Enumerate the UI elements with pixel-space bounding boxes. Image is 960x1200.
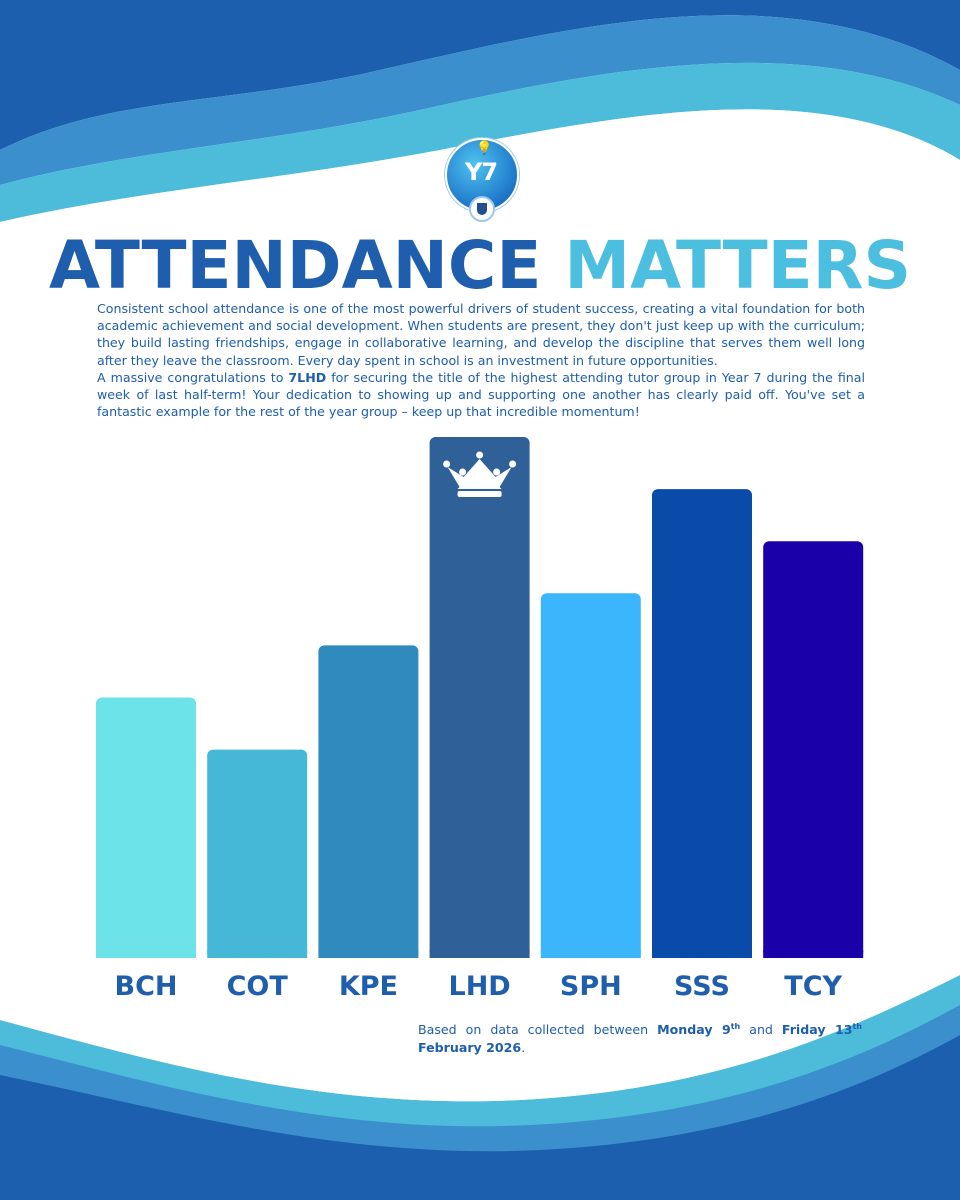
footnote-end-suffix: th — [852, 1022, 863, 1031]
tick-label-bch: BCH — [115, 971, 178, 1002]
bar-base-cot — [207, 950, 308, 958]
footnote-middle: and — [740, 1022, 782, 1038]
intro-text: Consistent school attendance is one of t… — [97, 300, 865, 420]
tick-label-tcy: TCY — [784, 971, 842, 1002]
bar-base-kpe — [318, 950, 419, 958]
bar-bch — [96, 697, 196, 958]
footnote-start-suffix: th — [730, 1022, 741, 1031]
bar-lhd — [429, 437, 530, 958]
bar-base-tcy — [763, 950, 864, 958]
intro-p2-start: A massive congratulations to — [97, 369, 289, 385]
bar-base-sph — [540, 950, 641, 958]
bar-tcy — [763, 541, 864, 958]
bottom-wave-white-edge — [0, 967, 960, 1102]
bar-base-bch — [96, 950, 196, 958]
bar-cot — [207, 749, 308, 958]
title-attendance: ATTENDANCE — [48, 227, 542, 304]
footnote-year: February 2026 — [418, 1040, 522, 1056]
bottom-wave-dark — [0, 1035, 960, 1200]
tick-label-kpe: KPE — [339, 971, 398, 1002]
bar-sph — [540, 593, 641, 958]
crown-icon — [443, 451, 517, 497]
top-wave-mid — [0, 15, 960, 185]
footnote-date-start: Monday 9 — [657, 1022, 731, 1038]
top-wave-light — [0, 62, 960, 222]
lightbulb-icon: 💡 — [476, 141, 493, 156]
year7-logo: 💡 Y7 — [445, 138, 519, 222]
top-wave-white-edge — [0, 109, 960, 236]
intro-paragraph-1: Consistent school attendance is one of t… — [97, 301, 865, 368]
intro-paragraph-2: A massive congratulations to 7LHD for se… — [97, 369, 865, 421]
bar-base-sss — [652, 950, 752, 958]
data-footnote: Based on data collected between Monday 9… — [418, 1018, 862, 1057]
tick-label-sss: SSS — [674, 971, 730, 1002]
tick-label-sph: SPH — [560, 971, 622, 1002]
bar-sss — [652, 489, 752, 958]
bar-base-lhd — [429, 950, 530, 958]
intro-p2-end: for securing the title of the highest at… — [97, 369, 865, 420]
title-matters: MATTERS — [564, 227, 912, 304]
page-title: ATTENDANCE MATTERS — [0, 226, 960, 306]
footnote-date-end: Friday 13 — [781, 1022, 853, 1038]
footnote-start: Based on data collected between — [418, 1022, 658, 1038]
footnote-end: . — [521, 1040, 526, 1056]
school-crest-icon — [469, 196, 495, 222]
top-wave-dark — [0, 0, 960, 150]
tick-label-lhd: LHD — [448, 971, 510, 1002]
bar-kpe — [318, 645, 419, 958]
tick-label-cot: COT — [227, 971, 289, 1002]
logo-label: Y7 — [464, 158, 498, 186]
winning-group: 7LHD — [288, 369, 327, 385]
